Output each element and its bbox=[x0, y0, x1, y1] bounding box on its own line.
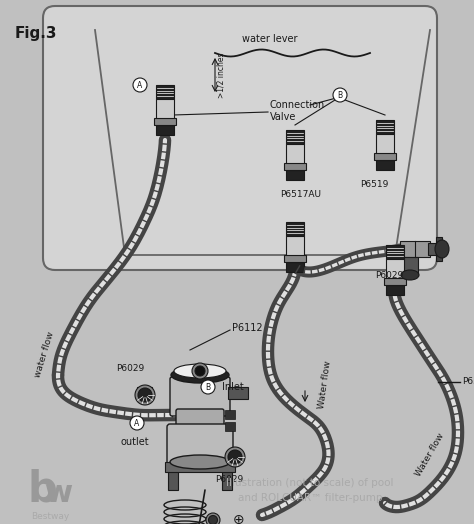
Bar bbox=[376, 159, 394, 169]
Text: P6517AU: P6517AU bbox=[280, 190, 321, 199]
Text: Bestway: Bestway bbox=[31, 512, 69, 521]
Circle shape bbox=[201, 380, 215, 394]
Bar bbox=[286, 222, 304, 236]
Text: and ROLCUAR™ filter-pump: and ROLCUAR™ filter-pump bbox=[238, 493, 382, 503]
Text: P6112: P6112 bbox=[232, 323, 263, 333]
FancyBboxPatch shape bbox=[167, 424, 233, 465]
Bar bbox=[156, 85, 174, 99]
Bar bbox=[376, 120, 394, 134]
Text: P6029: P6029 bbox=[116, 364, 144, 373]
FancyBboxPatch shape bbox=[176, 409, 224, 433]
Text: Water flow: Water flow bbox=[414, 432, 446, 478]
Ellipse shape bbox=[401, 270, 419, 280]
Bar bbox=[156, 125, 174, 135]
Ellipse shape bbox=[435, 240, 449, 258]
Text: B: B bbox=[205, 383, 210, 392]
Bar bbox=[284, 255, 306, 261]
Circle shape bbox=[333, 88, 347, 102]
Ellipse shape bbox=[206, 513, 220, 524]
Bar bbox=[286, 144, 304, 166]
Text: A: A bbox=[134, 419, 140, 428]
Bar bbox=[386, 259, 404, 281]
Bar bbox=[284, 162, 306, 169]
Bar bbox=[436, 237, 442, 261]
Bar bbox=[374, 152, 396, 159]
Text: Water flow: Water flow bbox=[317, 361, 333, 410]
Bar bbox=[225, 410, 235, 419]
Text: b: b bbox=[27, 469, 57, 511]
Bar bbox=[154, 117, 176, 125]
Circle shape bbox=[195, 366, 205, 376]
Bar bbox=[376, 134, 394, 156]
Bar bbox=[222, 470, 232, 490]
Bar bbox=[286, 261, 304, 271]
Text: water lever: water lever bbox=[242, 34, 298, 44]
Ellipse shape bbox=[209, 516, 218, 524]
Circle shape bbox=[228, 450, 242, 464]
Circle shape bbox=[130, 416, 144, 430]
Bar bbox=[400, 241, 430, 257]
Bar bbox=[402, 257, 418, 275]
Bar bbox=[168, 470, 178, 490]
Text: water flow: water flow bbox=[34, 331, 56, 379]
Bar bbox=[228, 387, 248, 399]
Bar bbox=[286, 169, 304, 180]
FancyBboxPatch shape bbox=[43, 6, 437, 270]
Text: Illustration (not to scale) of pool: Illustration (not to scale) of pool bbox=[226, 478, 394, 488]
Text: ⊕: ⊕ bbox=[233, 513, 245, 524]
Text: outlet: outlet bbox=[121, 437, 149, 447]
Text: A: A bbox=[137, 81, 143, 90]
Ellipse shape bbox=[171, 367, 229, 383]
Circle shape bbox=[225, 447, 245, 467]
Ellipse shape bbox=[170, 455, 230, 469]
Text: P6029: P6029 bbox=[215, 475, 243, 484]
Bar bbox=[286, 130, 304, 144]
Text: >1/2 inches: >1/2 inches bbox=[217, 52, 226, 98]
Bar bbox=[225, 422, 235, 431]
Text: w: w bbox=[45, 478, 73, 508]
Text: P6519: P6519 bbox=[462, 377, 474, 387]
Circle shape bbox=[138, 388, 152, 402]
Circle shape bbox=[133, 78, 147, 92]
Text: Inlet: Inlet bbox=[222, 382, 244, 392]
Bar bbox=[137, 387, 152, 399]
Text: Connection
Valve: Connection Valve bbox=[270, 100, 325, 123]
Circle shape bbox=[135, 385, 155, 405]
Ellipse shape bbox=[174, 364, 226, 378]
Bar bbox=[165, 462, 235, 472]
Text: P6029: P6029 bbox=[375, 271, 403, 280]
Bar bbox=[386, 245, 404, 259]
Bar bbox=[156, 99, 174, 121]
Bar bbox=[286, 236, 304, 258]
Bar bbox=[384, 278, 406, 285]
Text: Fig.3: Fig.3 bbox=[15, 26, 57, 41]
FancyBboxPatch shape bbox=[170, 377, 230, 416]
Circle shape bbox=[192, 363, 208, 379]
Text: P6519: P6519 bbox=[360, 180, 388, 189]
Text: B: B bbox=[337, 91, 343, 100]
Bar bbox=[428, 243, 436, 255]
Bar bbox=[386, 285, 404, 294]
